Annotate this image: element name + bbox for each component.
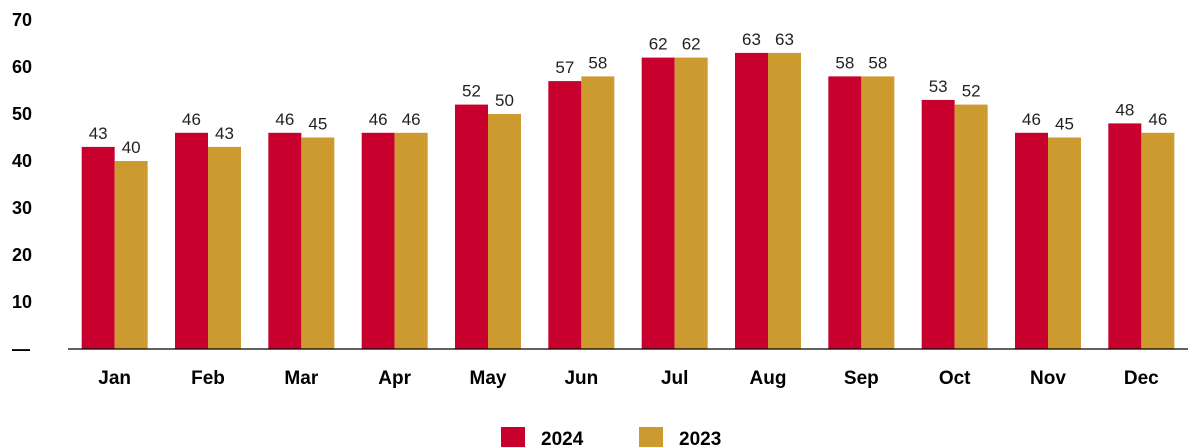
bar-2023-may <box>488 114 521 349</box>
x-tick-label-sep: Sep <box>844 368 879 389</box>
x-tick-label-feb: Feb <box>191 368 225 389</box>
x-tick-label-jul: Jul <box>661 368 688 389</box>
data-label-2023-jul: 62 <box>682 35 701 54</box>
bar-2023-feb <box>208 146 241 349</box>
data-label-2024-jul: 62 <box>649 35 668 54</box>
bar-2024-jan <box>81 146 115 349</box>
bar-2023-jul <box>674 57 708 349</box>
legend-label-2023: 2023 <box>679 429 721 447</box>
x-tick-label-oct: Oct <box>939 368 971 389</box>
data-label-2023-mar: 45 <box>308 115 327 134</box>
data-label-2024-nov: 46 <box>1022 110 1041 129</box>
x-tick-label-jun: Jun <box>564 368 598 389</box>
y-tick-label: 70 <box>12 10 32 30</box>
bar-2023-jun <box>581 76 615 350</box>
x-tick-label-apr: Apr <box>378 368 411 389</box>
bar-2024-feb <box>175 132 208 349</box>
x-tick-label-may: May <box>470 368 507 389</box>
data-label-2024-jun: 57 <box>555 58 574 77</box>
data-label-2024-mar: 46 <box>275 110 294 129</box>
data-label-2024-aug: 63 <box>742 30 761 49</box>
x-axis: Jan Feb Mar Apr May Jun Jul Aug Sep Oct Nov Dec <box>98 368 1159 389</box>
bar-2024-nov <box>1015 132 1048 349</box>
y-tick-label: — <box>12 339 30 359</box>
bar-2023-oct <box>954 104 988 349</box>
y-tick-label: 50 <box>12 104 32 124</box>
data-label-2024-sep: 58 <box>835 53 854 72</box>
x-tick-label-mar: Mar <box>284 368 318 389</box>
bar-2024-may <box>455 104 488 349</box>
legend-swatch-2024 <box>501 427 525 447</box>
data-label-2023-oct: 52 <box>962 82 981 101</box>
x-tick-label-nov: Nov <box>1030 368 1066 389</box>
x-tick-label-dec: Dec <box>1124 368 1159 389</box>
legend-label-2024: 2024 <box>541 429 584 447</box>
bar-2024-apr <box>361 132 395 349</box>
y-tick-label: 40 <box>12 151 32 171</box>
y-tick-label: 60 <box>12 57 32 77</box>
data-label-2023-apr: 46 <box>402 110 421 129</box>
bar-2023-jan <box>114 161 148 349</box>
data-label-2024-oct: 53 <box>929 77 948 96</box>
data-label-2023-dec: 46 <box>1148 110 1167 129</box>
data-label-2023-feb: 43 <box>215 124 234 143</box>
y-tick-label: 20 <box>12 245 32 265</box>
data-label-2024-apr: 46 <box>369 110 388 129</box>
data-label-2023-may: 50 <box>495 91 514 110</box>
bars <box>81 52 1175 350</box>
x-tick-label-aug: Aug <box>750 368 787 389</box>
data-label-2023-nov: 45 <box>1055 115 1074 134</box>
legend-swatch-2023 <box>639 427 663 447</box>
data-label-2024-dec: 48 <box>1115 100 1134 119</box>
bar-2023-nov <box>1048 137 1081 349</box>
data-label-2023-jan: 40 <box>122 138 141 157</box>
data-label-2024-jan: 43 <box>89 124 108 143</box>
bar-2024-oct <box>921 99 955 350</box>
bar-2024-aug <box>735 52 768 350</box>
bar-2024-mar <box>268 132 302 349</box>
legend: 2024 2023 <box>501 427 721 447</box>
bar-2023-sep <box>861 76 895 350</box>
data-label-2023-sep: 58 <box>868 53 887 72</box>
data-label-2023-jun: 58 <box>588 53 607 72</box>
y-tick-label: 10 <box>12 292 32 312</box>
x-tick-label-jan: Jan <box>98 368 131 389</box>
bar-2024-jun <box>548 81 582 349</box>
bar-2023-aug <box>768 52 801 350</box>
bar-2024-jul <box>641 57 675 349</box>
bar-2023-apr <box>394 132 428 349</box>
bar-2024-dec <box>1108 123 1142 350</box>
bar-2023-mar <box>301 137 335 349</box>
y-tick-label: 30 <box>12 198 32 218</box>
data-labels: 43 40 46 43 46 45 46 46 52 50 57 58 62 62 63 63 58 58 53 52… <box>89 30 1168 157</box>
data-label-2024-may: 52 <box>462 82 481 101</box>
y-axis: — 10 20 30 40 50 60 70 <box>12 10 32 359</box>
data-label-2023-aug: 63 <box>775 30 794 49</box>
data-label-2024-feb: 46 <box>182 110 201 129</box>
bar-2024-sep <box>828 76 862 350</box>
bar-2023-dec <box>1141 132 1175 349</box>
